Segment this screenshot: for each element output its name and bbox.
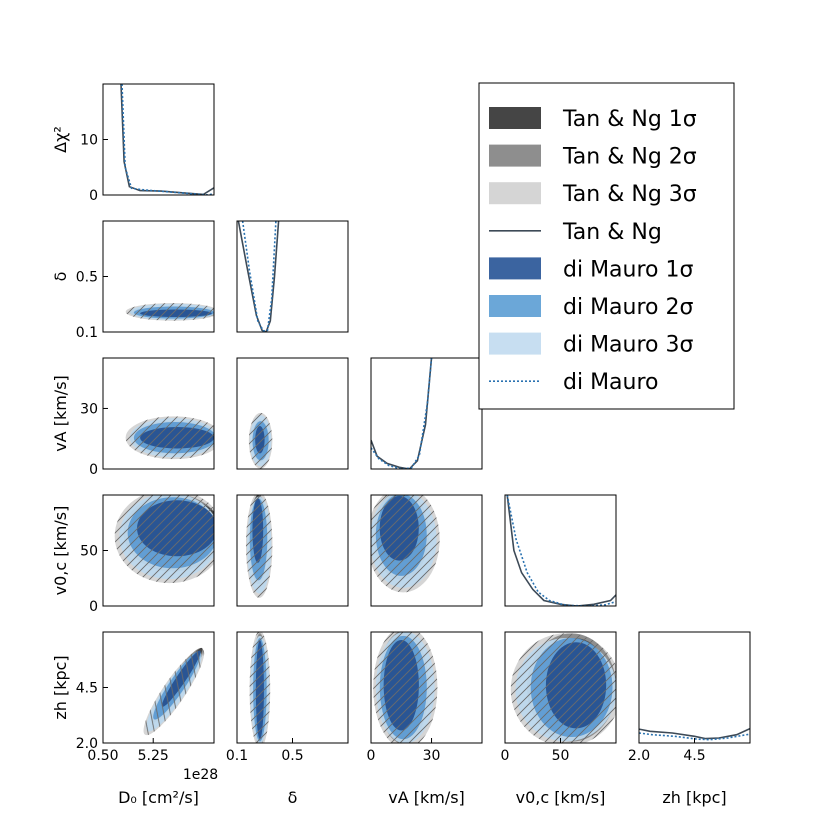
legend-label: Tan & Ng 1σ	[562, 107, 697, 132]
x-tick-label: 0.50	[87, 748, 118, 764]
x-axis-label-D0: D₀ [cm²/s]	[118, 788, 199, 807]
y-tick-label: 0	[89, 462, 98, 478]
profile-vA	[371, 358, 433, 469]
legend-swatch	[489, 295, 541, 317]
legend-label: Tan & Ng 2σ	[562, 145, 697, 170]
tan-ng-profile-line	[506, 495, 616, 606]
hatch-overlay	[510, 633, 616, 743]
y-axis-label-v0c: v0,c [km/s]	[51, 506, 70, 596]
tan-ng-profile-line	[371, 358, 433, 469]
contour-vA-zh	[373, 632, 438, 743]
y-axis-label-chi2: Δχ²	[51, 126, 70, 153]
panel-frame	[370, 494, 483, 607]
x-tick-label: 50	[552, 748, 570, 764]
x-tick-label: 2.0	[628, 748, 650, 764]
panel-frame	[638, 631, 751, 744]
y-tick-label: 10	[80, 133, 98, 149]
panel-frame	[370, 631, 483, 744]
x-tick-label: 0.1	[226, 748, 248, 764]
y-axis-label-delta: δ	[51, 272, 70, 282]
contour-D0-delta	[125, 303, 214, 321]
x-axis-label-v0c: v0,c [km/s]	[516, 788, 606, 807]
x-axis-label-zh: zh [kpc]	[662, 788, 726, 807]
legend: Tan & Ng 1σ Tan & Ng 2σ Tan & Ng 3σ Tan & N…	[478, 82, 735, 410]
legend-swatch	[489, 182, 541, 205]
panel-frame	[236, 494, 349, 607]
x-axis-label-delta: δ	[288, 788, 298, 807]
hatch-overlay	[373, 632, 438, 743]
panel-frame	[236, 220, 349, 333]
y-tick-label: 2.0	[76, 736, 98, 752]
legend-label: Tan & Ng 3σ	[562, 182, 697, 207]
y-tick-label: 50	[80, 544, 98, 560]
hatch-overlay	[245, 495, 273, 598]
profile-delta	[237, 221, 280, 332]
y-tick-label: 0.1	[76, 325, 98, 341]
legend-label: Tan & Ng	[562, 220, 662, 245]
x-axis-label-vA: vA [km/s]	[388, 788, 465, 807]
legend-label: di Mauro 3σ	[563, 333, 693, 358]
di-mauro-profile-line	[121, 84, 214, 195]
hatch-overlay	[249, 632, 271, 743]
tan-ng-profile-line	[120, 84, 214, 195]
y-tick-label: 0	[89, 188, 98, 204]
profile-zh	[639, 727, 750, 741]
legend-swatch	[489, 332, 541, 355]
x-tick-label: 4.5	[683, 748, 705, 764]
panel-frame	[102, 83, 215, 196]
contour-vA-v0c	[371, 495, 440, 593]
y-tick-label: 0	[89, 599, 98, 615]
contour-D0-v0c	[114, 495, 214, 584]
contour-D0-zh	[143, 647, 205, 736]
legend-label: di Mauro	[563, 370, 659, 395]
hatch-overlay	[125, 416, 214, 460]
panel-frame	[370, 357, 483, 470]
legend-swatch	[489, 257, 541, 280]
y-tick-label: 0.5	[76, 270, 98, 286]
panel-frame	[236, 357, 349, 470]
hatch-overlay	[114, 495, 214, 584]
di-mauro-profile-line	[371, 358, 433, 469]
contour-delta-v0c	[245, 495, 273, 598]
legend-label: di Mauro 2σ	[563, 295, 693, 320]
profile-D0	[120, 84, 214, 195]
hatch-overlay	[248, 412, 273, 469]
x-tick-label: 0	[367, 748, 376, 764]
legend-box	[478, 82, 735, 410]
profile-v0c	[506, 495, 616, 606]
hatch-overlay	[371, 495, 440, 593]
x-tick-label: 0.5	[281, 748, 303, 764]
legend-label: di Mauro 1σ	[563, 257, 693, 282]
x-tick-label: 5.25	[138, 748, 169, 764]
di-mauro-profile-line	[241, 221, 277, 332]
offset-text: 1e28	[183, 767, 218, 783]
contour-delta-vA	[248, 412, 273, 469]
y-axis-label-zh: zh [kpc]	[51, 655, 70, 719]
x-tick-label: 0	[501, 748, 510, 764]
legend-swatch	[489, 107, 541, 129]
hatch-overlay	[143, 648, 205, 736]
panel-frame	[504, 494, 617, 607]
di-mauro-profile-line	[639, 732, 750, 741]
y-axis-label-vA: vA [km/s]	[51, 375, 70, 452]
panel-frame	[102, 357, 215, 470]
y-tick-label: 30	[80, 401, 98, 417]
contour-delta-zh	[249, 632, 271, 743]
contour-v0c-zh	[510, 633, 616, 743]
tan-ng-profile-line	[639, 727, 750, 740]
di-mauro-profile-line	[506, 495, 616, 606]
y-tick-label: 4.5	[76, 681, 98, 697]
hatch-overlay	[125, 303, 214, 321]
legend-swatch	[489, 144, 541, 167]
x-tick-label: 30	[423, 748, 441, 764]
contour-D0-vA	[125, 416, 214, 460]
